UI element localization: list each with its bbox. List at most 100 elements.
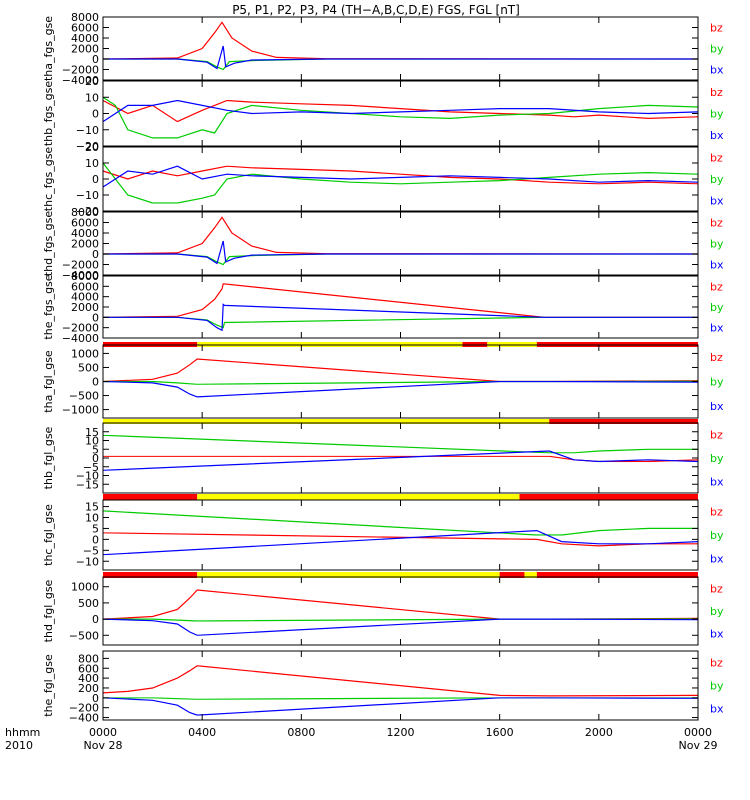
legend-label-by: by <box>710 173 724 186</box>
y-axis-label: thd_fgl_gse <box>42 579 55 642</box>
x-date-label: Nov 28 <box>84 739 123 752</box>
x-tick-label: 0000 <box>684 726 712 739</box>
y-tick-label: 200 <box>78 682 99 695</box>
y-tick-label: 500 <box>78 361 99 374</box>
series-line-bz <box>103 22 698 59</box>
legend-label-bz: bz <box>710 22 723 35</box>
flag-segment-red <box>536 572 698 578</box>
y-tick-label: −4000 <box>62 332 99 345</box>
panel-thc_fgs_gse: 20 10 0 −10 −20 thc_fgs_gse bz by bx <box>42 141 724 218</box>
y-tick-label: 2000 <box>71 301 99 314</box>
y-tick-label: 800 <box>78 652 99 665</box>
legend-label-bz: bz <box>710 582 723 595</box>
chart-title: P5, P1, P2, P3, P4 (TH−A,B,C,D,E) FGS, F… <box>232 3 520 17</box>
legend-label-bx: bx <box>710 129 724 142</box>
flag-segment-red <box>103 572 198 578</box>
y-tick-label: 0 <box>92 692 99 705</box>
y-tick-label: 10 <box>85 512 99 525</box>
y-tick-label: −400 <box>69 712 99 725</box>
flag-segment-yellow <box>197 572 500 578</box>
y-tick-label: −20 <box>76 205 99 218</box>
panel-frame <box>102 80 699 147</box>
y-tick-label: 2000 <box>71 238 99 251</box>
y-axis-label: thc_fgs_gse <box>42 147 55 212</box>
y-tick-label: 10 <box>85 157 99 170</box>
x-corner-label: 2010 <box>5 739 33 752</box>
x-corner-label: hhmm <box>5 726 40 739</box>
panel-frame <box>102 146 699 212</box>
legend-label-by: by <box>710 238 724 251</box>
y-axis-label: the_fgl_gse <box>42 654 55 717</box>
series-line-bz <box>103 359 698 382</box>
y-tick-label: −15 <box>76 478 99 491</box>
y-tick-label: 4000 <box>71 227 99 240</box>
series-line-bx <box>103 166 698 187</box>
panel-frame <box>102 211 699 276</box>
panel-frame <box>102 275 699 339</box>
y-tick-label: 10 <box>85 91 99 104</box>
y-tick-label: 4000 <box>71 32 99 45</box>
y-tick-label: −10 <box>76 470 99 483</box>
legend-label-bx: bx <box>710 259 724 272</box>
series-line-by <box>103 511 698 535</box>
x-tick-label: 0000 <box>89 726 117 739</box>
flag-segment-yellow <box>524 572 537 578</box>
series-line-bz <box>103 166 698 184</box>
y-tick-label: 5 <box>92 443 99 456</box>
x-tick-label: 1600 <box>486 726 514 739</box>
panel-frame <box>102 576 699 646</box>
y-tick-label: 0 <box>92 53 99 66</box>
y-tick-label: 4000 <box>71 291 99 304</box>
legend-label-bx: bx <box>710 552 724 565</box>
series-line-bx <box>103 46 698 69</box>
series-line-bx <box>103 619 698 635</box>
y-tick-label: 0 <box>92 452 99 465</box>
y-tick-label: −4000 <box>62 74 99 87</box>
legend-label-bz: bz <box>710 506 723 519</box>
flag-segment-red <box>103 494 198 500</box>
series-line-bz <box>103 284 698 318</box>
legend-label-bx: bx <box>710 194 724 207</box>
legend-label-by: by <box>710 605 724 618</box>
legend-label-bz: bz <box>710 657 723 670</box>
y-tick-label: 0 <box>92 108 99 121</box>
y-tick-label: 600 <box>78 662 99 675</box>
x-tick-label: 0800 <box>287 726 315 739</box>
flag-segment-red <box>499 572 525 578</box>
y-tick-label: 6000 <box>71 280 99 293</box>
legend-label-bx: bx <box>710 475 724 488</box>
y-axis-label: thc_fgl_gse <box>42 504 55 566</box>
y-tick-label: −2000 <box>62 259 99 272</box>
y-tick-label: −2000 <box>62 322 99 335</box>
y-tick-label: 8000 <box>71 206 99 219</box>
y-tick-label: −10 <box>76 555 99 568</box>
y-tick-label: 8000 <box>71 11 99 24</box>
y-tick-label: −1000 <box>62 404 99 417</box>
y-tick-label: 6000 <box>71 22 99 35</box>
series-line-bx <box>103 698 698 715</box>
series-line-bz <box>103 590 698 619</box>
y-tick-label: 0 <box>92 173 99 186</box>
y-tick-label: 0 <box>92 533 99 546</box>
y-tick-label: −4000 <box>62 269 99 282</box>
legend-label-bz: bz <box>710 152 723 165</box>
legend-label-bz: bz <box>710 217 723 230</box>
y-tick-label: −10 <box>76 189 99 202</box>
panel-thb_fgs_gse: 20 10 0 −10 −20 thb_fgs_gse bz by bx <box>42 75 724 153</box>
series-line-bz <box>103 217 698 254</box>
panel-frame <box>102 499 699 571</box>
legend-label-bx: bx <box>710 400 724 413</box>
y-tick-label: 8000 <box>71 270 99 283</box>
series-line-bx <box>103 451 698 470</box>
y-tick-label: −20 <box>76 140 99 153</box>
legend-label-by: by <box>710 529 724 542</box>
flag-segment-yellow <box>197 494 520 500</box>
legend-label-bz: bz <box>710 280 723 293</box>
